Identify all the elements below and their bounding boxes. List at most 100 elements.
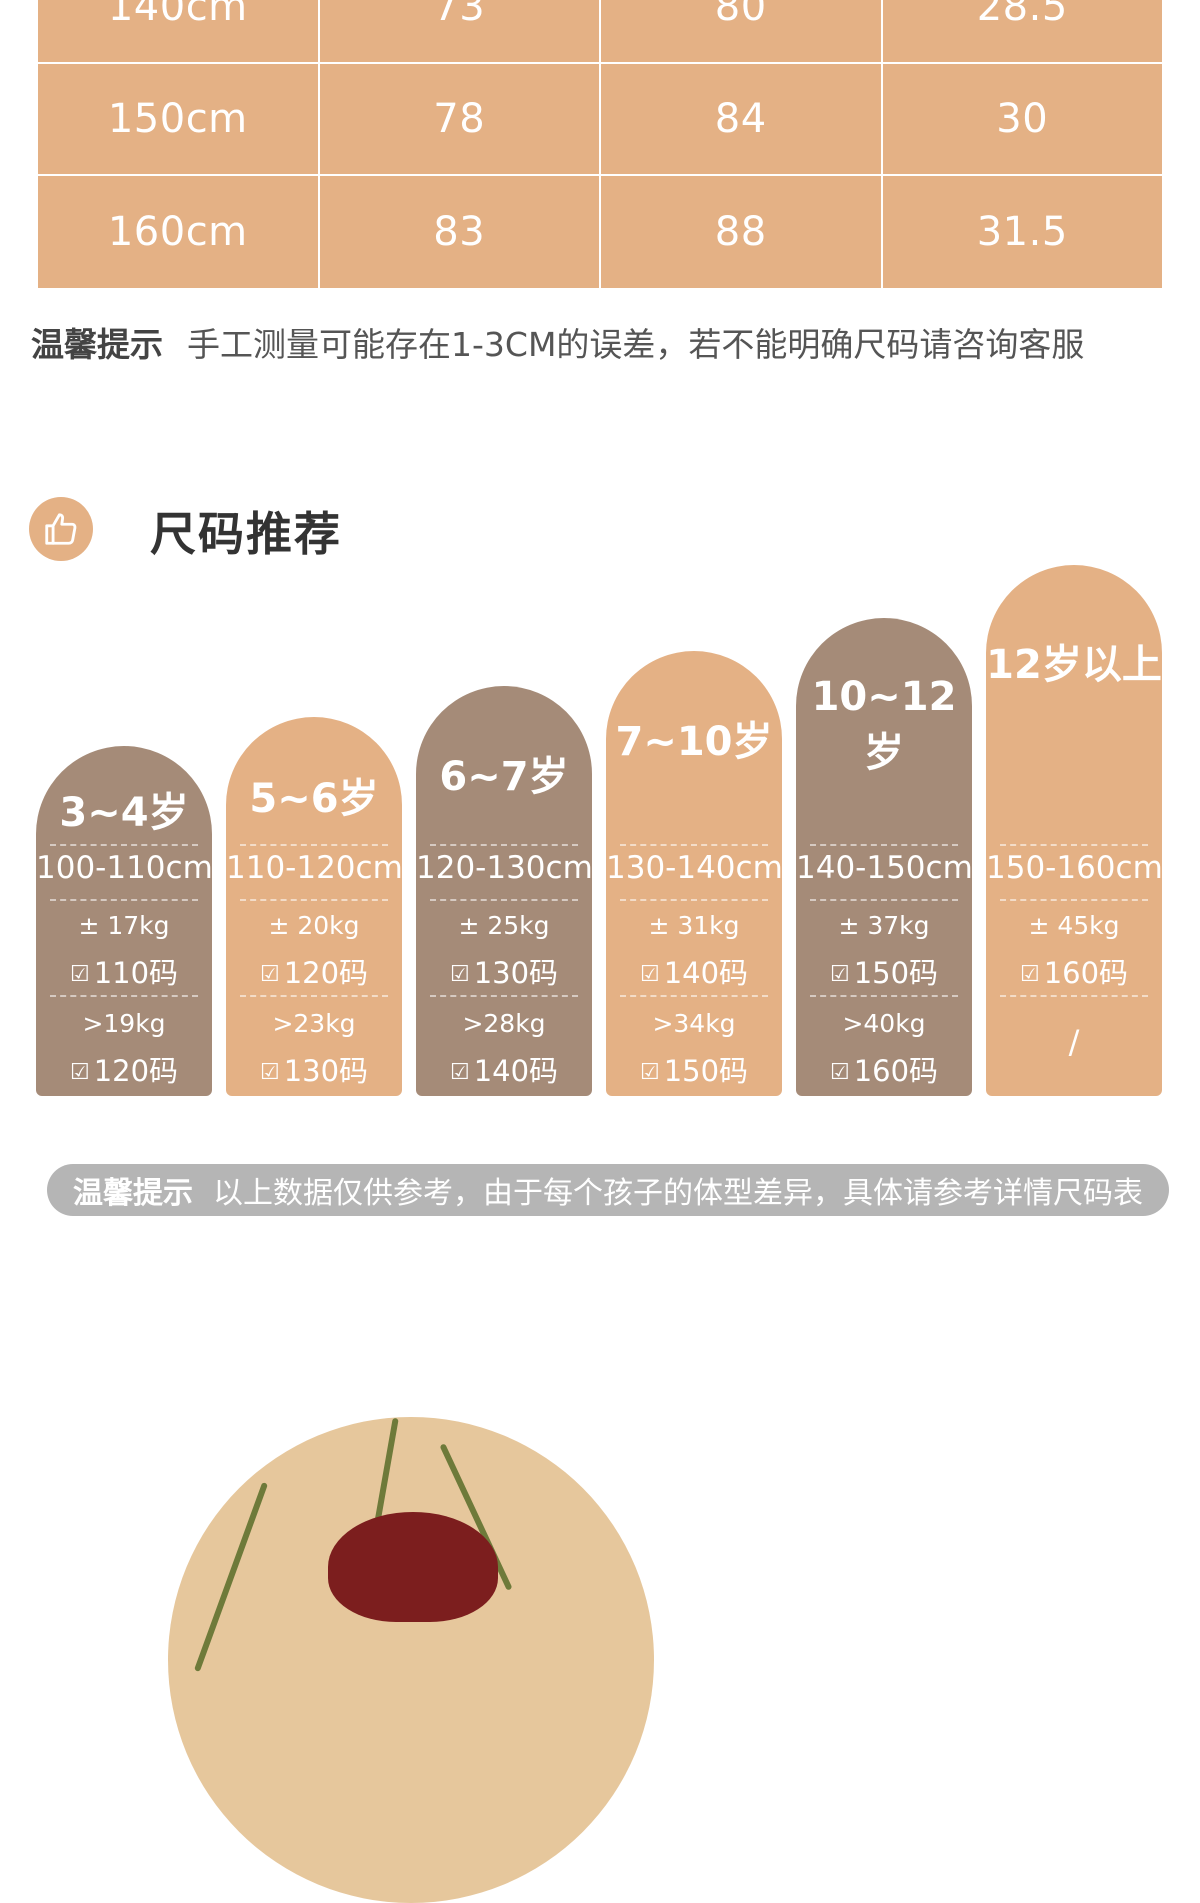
table-row: 140cm 73 80 28.5 — [38, 0, 1162, 64]
recommended-size: ☑ 130码 — [416, 950, 592, 992]
height-range: 150-160cm — [986, 850, 1163, 886]
height-range: 130-140cm — [606, 850, 783, 886]
over-size: ☑ 120码 — [36, 1048, 212, 1090]
size-label: 120码 — [93, 1054, 179, 1088]
check-icon: ☑ — [1019, 962, 1040, 987]
table-cell: 83 — [319, 176, 601, 288]
divider — [50, 995, 198, 997]
check-icon: ☑ — [69, 962, 90, 987]
weight-value: ± 20kg — [268, 911, 360, 940]
age-label: 3~4岁 — [59, 790, 189, 836]
recommended-size: ☑ 140码 — [606, 950, 782, 992]
divider — [430, 995, 578, 997]
table-cell: 78 — [319, 64, 601, 176]
size-table: 140cm 73 80 28.5 150cm 78 84 30 160cm 83… — [38, 0, 1162, 288]
check-icon: ☑ — [639, 962, 660, 987]
divider — [1000, 844, 1148, 846]
over-size: ☑ 150码 — [606, 1048, 782, 1090]
recommended-size: ☑ 150码 — [796, 950, 972, 992]
divider — [430, 899, 578, 901]
height-range: 100-110cm — [36, 850, 213, 886]
grass-stalk — [193, 1482, 269, 1672]
reference-tip: 温馨提示 以上数据仅供参考，由于每个孩子的体型差异，具体请参考详情尺码表 — [47, 1164, 1169, 1216]
age-label: 10~12岁 — [811, 674, 957, 776]
recommended-size: ☑ 120码 — [226, 950, 402, 992]
beret — [328, 1512, 498, 1622]
size-label: 150码 — [853, 956, 939, 990]
measurement-tip: 温馨提示 手工测量可能存在1-3CM的误差，若不能明确尺码请咨询客服 — [31, 318, 1181, 366]
divider — [620, 844, 768, 846]
weight-value: ± 37kg — [838, 911, 930, 940]
no-over-size-mark: / — [1068, 1023, 1080, 1061]
check-icon: ☑ — [259, 962, 280, 987]
recommendation-card: 6~7岁 120-130cm ± 25kg ☑ 130码 >28kg ☑ 140码 — [416, 686, 593, 1096]
divider — [1000, 995, 1148, 997]
table-cell: 160cm — [38, 176, 320, 288]
weight-value: ± 45kg — [1028, 911, 1120, 940]
divider — [810, 844, 958, 846]
divider — [50, 844, 198, 846]
over-size: ☑ 160码 — [796, 1048, 972, 1090]
over-size: ☑ 130码 — [226, 1048, 402, 1090]
divider — [240, 899, 388, 901]
tip-label: 温馨提示 — [31, 325, 163, 364]
table-cell: 84 — [601, 64, 883, 176]
table-row: 160cm 83 88 31.5 — [38, 176, 1162, 288]
weight-value: ± 17kg — [78, 911, 170, 940]
over-weight-value: >28kg — [462, 1009, 546, 1038]
table-cell: 150cm — [38, 64, 320, 176]
height-range: 140-150cm — [796, 850, 973, 886]
section-title: 尺码推荐 — [150, 507, 342, 561]
age-label: 6~7岁 — [439, 754, 569, 800]
check-icon: ☑ — [829, 962, 850, 987]
divider — [1000, 899, 1148, 901]
size-label: 120码 — [283, 956, 369, 990]
recommendation-card: 5~6岁 110-120cm ± 20kg ☑ 120码 >23kg ☑ 130码 — [226, 717, 403, 1096]
divider — [810, 995, 958, 997]
check-icon: ☑ — [639, 1060, 660, 1085]
divider — [810, 899, 958, 901]
weight-value: ± 31kg — [648, 911, 740, 940]
height-range: 110-120cm — [226, 850, 403, 886]
recommendation-card: 12岁以上 150-160cm ± 45kg ☑ 160码 / — [986, 565, 1163, 1096]
check-icon: ☑ — [829, 1060, 850, 1085]
table-cell: 73 — [319, 0, 601, 64]
table-cell: 88 — [601, 176, 883, 288]
tip-text: 以上数据仅供参考，由于每个孩子的体型差异，具体请参考详情尺码表 — [213, 1176, 1143, 1211]
thumbs-up-icon — [29, 497, 93, 561]
divider — [430, 844, 578, 846]
recommendation-card: 7~10岁 130-140cm ± 31kg ☑ 140码 >34kg ☑ 150码 — [606, 651, 783, 1096]
age-label: 12岁以上 — [986, 642, 1162, 688]
age-label: 5~6岁 — [249, 776, 379, 822]
size-label: 160码 — [1043, 956, 1129, 990]
check-icon: ☑ — [69, 1060, 90, 1085]
size-label: 110码 — [93, 956, 179, 990]
divider — [620, 995, 768, 997]
divider — [620, 899, 768, 901]
size-label: 140码 — [473, 1054, 559, 1088]
over-weight-value: >23kg — [272, 1009, 356, 1038]
divider — [240, 844, 388, 846]
tip-text: 手工测量可能存在1-3CM的误差，若不能明确尺码请咨询客服 — [187, 325, 1085, 364]
recommended-size: ☑ 160码 — [986, 950, 1162, 992]
tip-label: 温馨提示 — [73, 1176, 193, 1211]
recommended-size: ☑ 110码 — [36, 950, 212, 992]
age-label: 7~10岁 — [615, 719, 773, 765]
recommendation-card: 3~4岁 100-110cm ± 17kg ☑ 110码 >19kg ☑ 120码 — [36, 746, 213, 1096]
size-label: 130码 — [283, 1054, 369, 1088]
recommendation-card: 10~12岁 140-150cm ± 37kg ☑ 150码 >40kg ☑ 160… — [796, 618, 973, 1096]
over-weight-value: >19kg — [82, 1009, 166, 1038]
table-row: 150cm 78 84 30 — [38, 64, 1162, 176]
size-label: 160码 — [853, 1054, 939, 1088]
table-cell: 31.5 — [882, 176, 1162, 288]
divider — [50, 899, 198, 901]
size-label: 130码 — [473, 956, 559, 990]
table-cell: 30 — [882, 64, 1162, 176]
table-cell: 140cm — [38, 0, 320, 64]
check-icon: ☑ — [259, 1060, 280, 1085]
table-cell: 28.5 — [882, 0, 1162, 64]
divider — [240, 995, 388, 997]
check-icon: ☑ — [449, 962, 470, 987]
over-size: ☑ 140码 — [416, 1048, 592, 1090]
table-cell: 80 — [601, 0, 883, 64]
